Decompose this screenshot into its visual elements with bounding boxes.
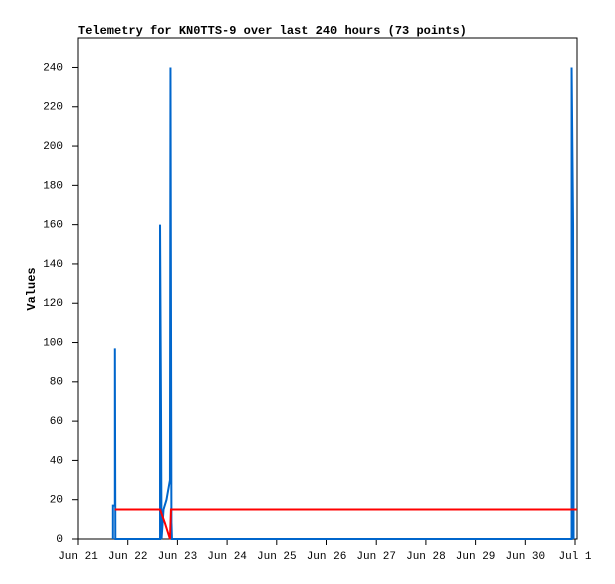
x-tick-label: Jun 22 [108,551,148,563]
x-tick-label: Jun 28 [406,551,446,563]
y-tick-label: 240 [43,62,63,74]
x-tick-label: Jun 23 [158,551,198,563]
x-tick-label: Jun 26 [307,551,347,563]
y-tick-label: 40 [50,455,63,467]
y-tick-label: 100 [43,337,63,349]
y-tick-label: 0 [56,534,63,546]
y-tick-label: 20 [50,495,63,507]
y-axis-label: Values [25,267,39,310]
series-line [111,67,575,540]
x-tick-label: Jun 27 [356,551,396,563]
y-tick-label: 200 [43,141,63,153]
x-tick-label: Jun 29 [456,551,496,563]
x-tick-label: Jun 24 [207,551,247,563]
x-tick-label: Jun 30 [506,551,546,563]
y-tick-label: 140 [43,259,63,271]
chart-title: Telemetry for KN0TTS-9 over last 240 hou… [78,24,467,38]
y-tick-label: 80 [50,377,63,389]
y-tick-label: 60 [50,416,63,428]
y-tick-label: 120 [43,298,63,310]
plot-frame [77,37,578,540]
y-tick-label: 220 [43,102,63,114]
x-tick-label: Jul 1 [559,551,592,563]
series-line [114,508,577,540]
x-tick-label: Jun 21 [58,551,98,563]
y-tick-label: 160 [43,220,63,232]
x-tick-label: Jun 25 [257,551,297,563]
y-tick-label: 180 [43,180,63,192]
